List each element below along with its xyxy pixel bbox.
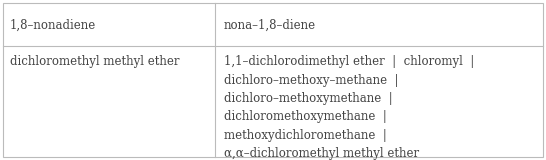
Text: dichloromethoxymethane  |: dichloromethoxymethane | bbox=[224, 110, 387, 123]
Text: nona–1,8–diene: nona–1,8–diene bbox=[224, 18, 316, 31]
Text: dichloro–methoxy–methane  |: dichloro–methoxy–methane | bbox=[224, 74, 399, 87]
Text: α,α–dichloromethyl methyl ether: α,α–dichloromethyl methyl ether bbox=[224, 147, 419, 160]
Text: dichloro–methoxymethane  |: dichloro–methoxymethane | bbox=[224, 92, 393, 105]
Text: methoxydichloromethane  |: methoxydichloromethane | bbox=[224, 129, 387, 142]
Text: dichloromethyl methyl ether: dichloromethyl methyl ether bbox=[10, 55, 179, 68]
Text: 1,1–dichlorodimethyl ether  |  chloromyl  |: 1,1–dichlorodimethyl ether | chloromyl | bbox=[224, 55, 474, 68]
Text: 1,8–nonadiene: 1,8–nonadiene bbox=[10, 18, 96, 31]
